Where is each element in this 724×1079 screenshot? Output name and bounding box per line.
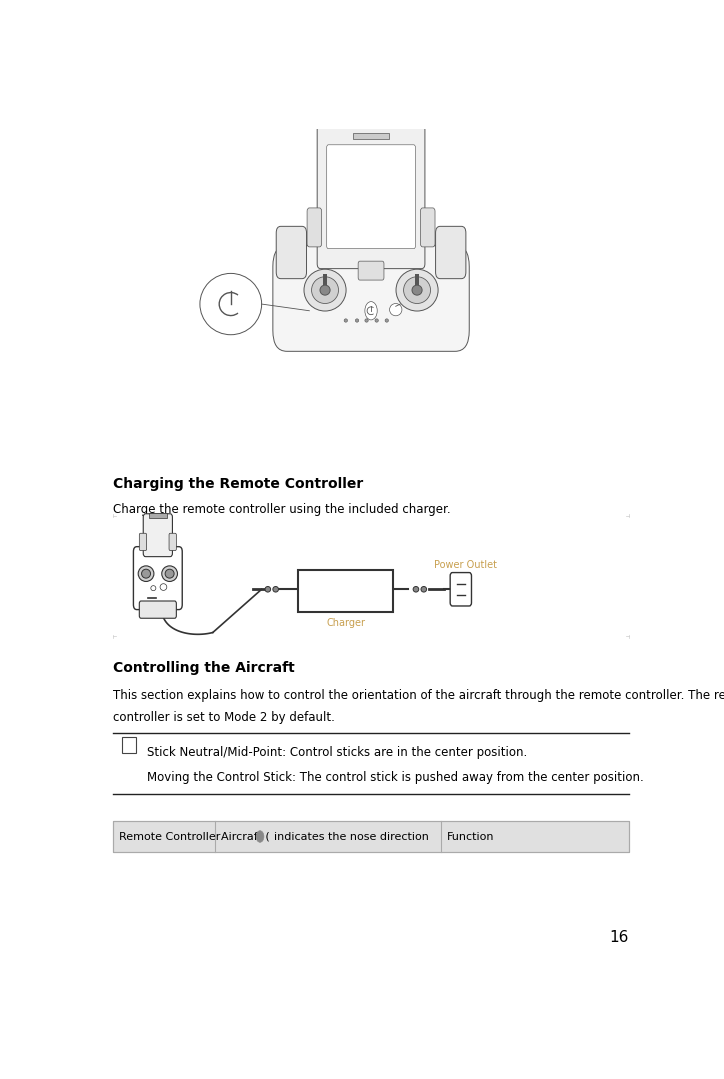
Ellipse shape [385,318,389,323]
Bar [367,260,375,268]
Text: controller is set to Mode 2 by default.: controller is set to Mode 2 by default. [113,711,334,724]
Bar [415,274,419,286]
Bar [353,133,390,139]
Text: 16: 16 [610,930,629,945]
Ellipse shape [273,587,279,592]
Circle shape [256,831,264,843]
Ellipse shape [304,270,346,311]
Ellipse shape [265,587,271,592]
Bar [149,513,167,518]
Text: indicates the nose direction: indicates the nose direction [267,832,429,842]
FancyBboxPatch shape [139,533,146,550]
Text: Charging the Remote Controller: Charging the Remote Controller [113,477,363,491]
FancyBboxPatch shape [169,533,177,550]
Circle shape [365,302,377,319]
Ellipse shape [151,586,156,590]
Text: Controlling the Aircraft: Controlling the Aircraft [113,661,295,675]
Ellipse shape [200,273,261,334]
Text: Stick Neutral/Mid-Point: Control sticks are in the center position.: Stick Neutral/Mid-Point: Control sticks … [146,746,527,759]
FancyBboxPatch shape [358,261,384,281]
Ellipse shape [320,285,330,296]
Text: Charger: Charger [327,618,366,628]
FancyBboxPatch shape [317,125,425,269]
Bar [113,821,629,852]
Ellipse shape [160,584,167,590]
Ellipse shape [344,318,348,323]
Ellipse shape [355,318,358,323]
FancyBboxPatch shape [273,246,469,352]
Ellipse shape [390,303,402,316]
FancyBboxPatch shape [139,601,177,618]
Text: Remote Controller: Remote Controller [119,832,220,842]
FancyBboxPatch shape [450,573,471,606]
Text: Power Outlet: Power Outlet [434,560,497,571]
Bar [298,570,394,612]
FancyBboxPatch shape [436,227,466,278]
Ellipse shape [142,570,151,578]
Ellipse shape [311,276,339,303]
Ellipse shape [403,276,431,303]
Ellipse shape [161,565,177,582]
Ellipse shape [365,318,369,323]
Bar [113,821,629,852]
Text: This section explains how to control the orientation of the aircraft through the: This section explains how to control the… [113,688,724,701]
Ellipse shape [421,587,426,592]
Text: Aircraft (: Aircraft ( [221,832,269,842]
Bar [323,274,327,286]
FancyBboxPatch shape [277,227,306,278]
Ellipse shape [138,565,154,582]
FancyBboxPatch shape [143,514,172,557]
Ellipse shape [412,285,422,296]
FancyBboxPatch shape [133,547,182,610]
Ellipse shape [413,587,418,592]
Text: Moving the Control Stick: The control stick is pushed away from the center posit: Moving the Control Stick: The control st… [146,770,644,783]
FancyBboxPatch shape [307,208,321,247]
FancyBboxPatch shape [327,145,416,248]
Text: Charge the remote controller using the included charger.: Charge the remote controller using the i… [113,503,450,517]
FancyBboxPatch shape [122,737,136,753]
Ellipse shape [165,570,174,578]
FancyBboxPatch shape [421,208,435,247]
Text: Function: Function [447,832,494,842]
Ellipse shape [375,318,379,323]
Ellipse shape [396,270,438,311]
